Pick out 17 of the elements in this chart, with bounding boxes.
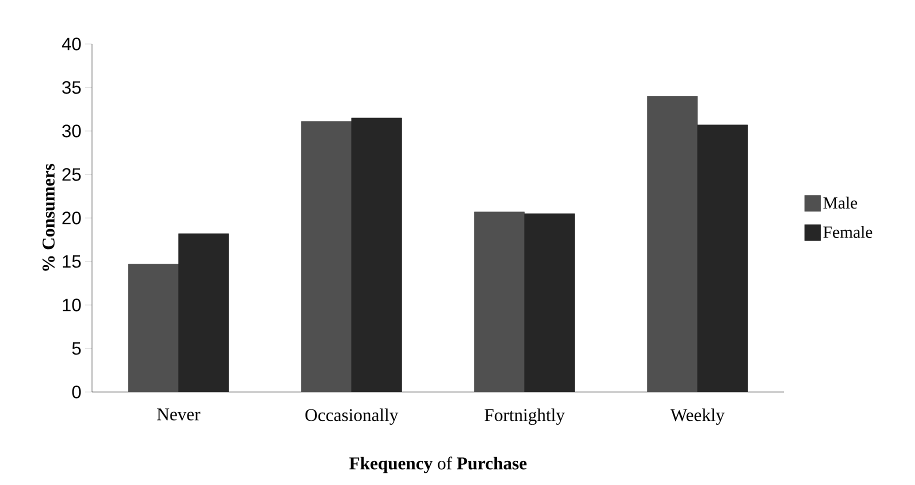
x-tick-label: Fortnightly	[484, 408, 565, 425]
y-tick-label: 30	[62, 124, 81, 138]
y-tick-label: 35	[62, 81, 81, 94]
y-tick-label: 5	[72, 342, 81, 355]
y-tick-label: 40	[62, 38, 81, 50]
x-axis-title: Fkequency of Purchase	[349, 456, 527, 474]
y-tick-label: 10	[62, 298, 81, 312]
legend-label: Female	[823, 226, 872, 238]
x-tick-label: Never	[157, 408, 200, 420]
y-tick-label: 25	[62, 168, 81, 181]
y-tick-label: 20	[62, 212, 81, 224]
x-tick-label: Occasionally	[305, 408, 398, 425]
legend-label: Male	[823, 196, 858, 209]
y-tick-label: 0	[72, 386, 81, 398]
x-tick-label: Weekly	[670, 408, 725, 425]
y-tick-label: 15	[62, 255, 81, 268]
y-axis-title: % Consumers	[42, 164, 55, 271]
